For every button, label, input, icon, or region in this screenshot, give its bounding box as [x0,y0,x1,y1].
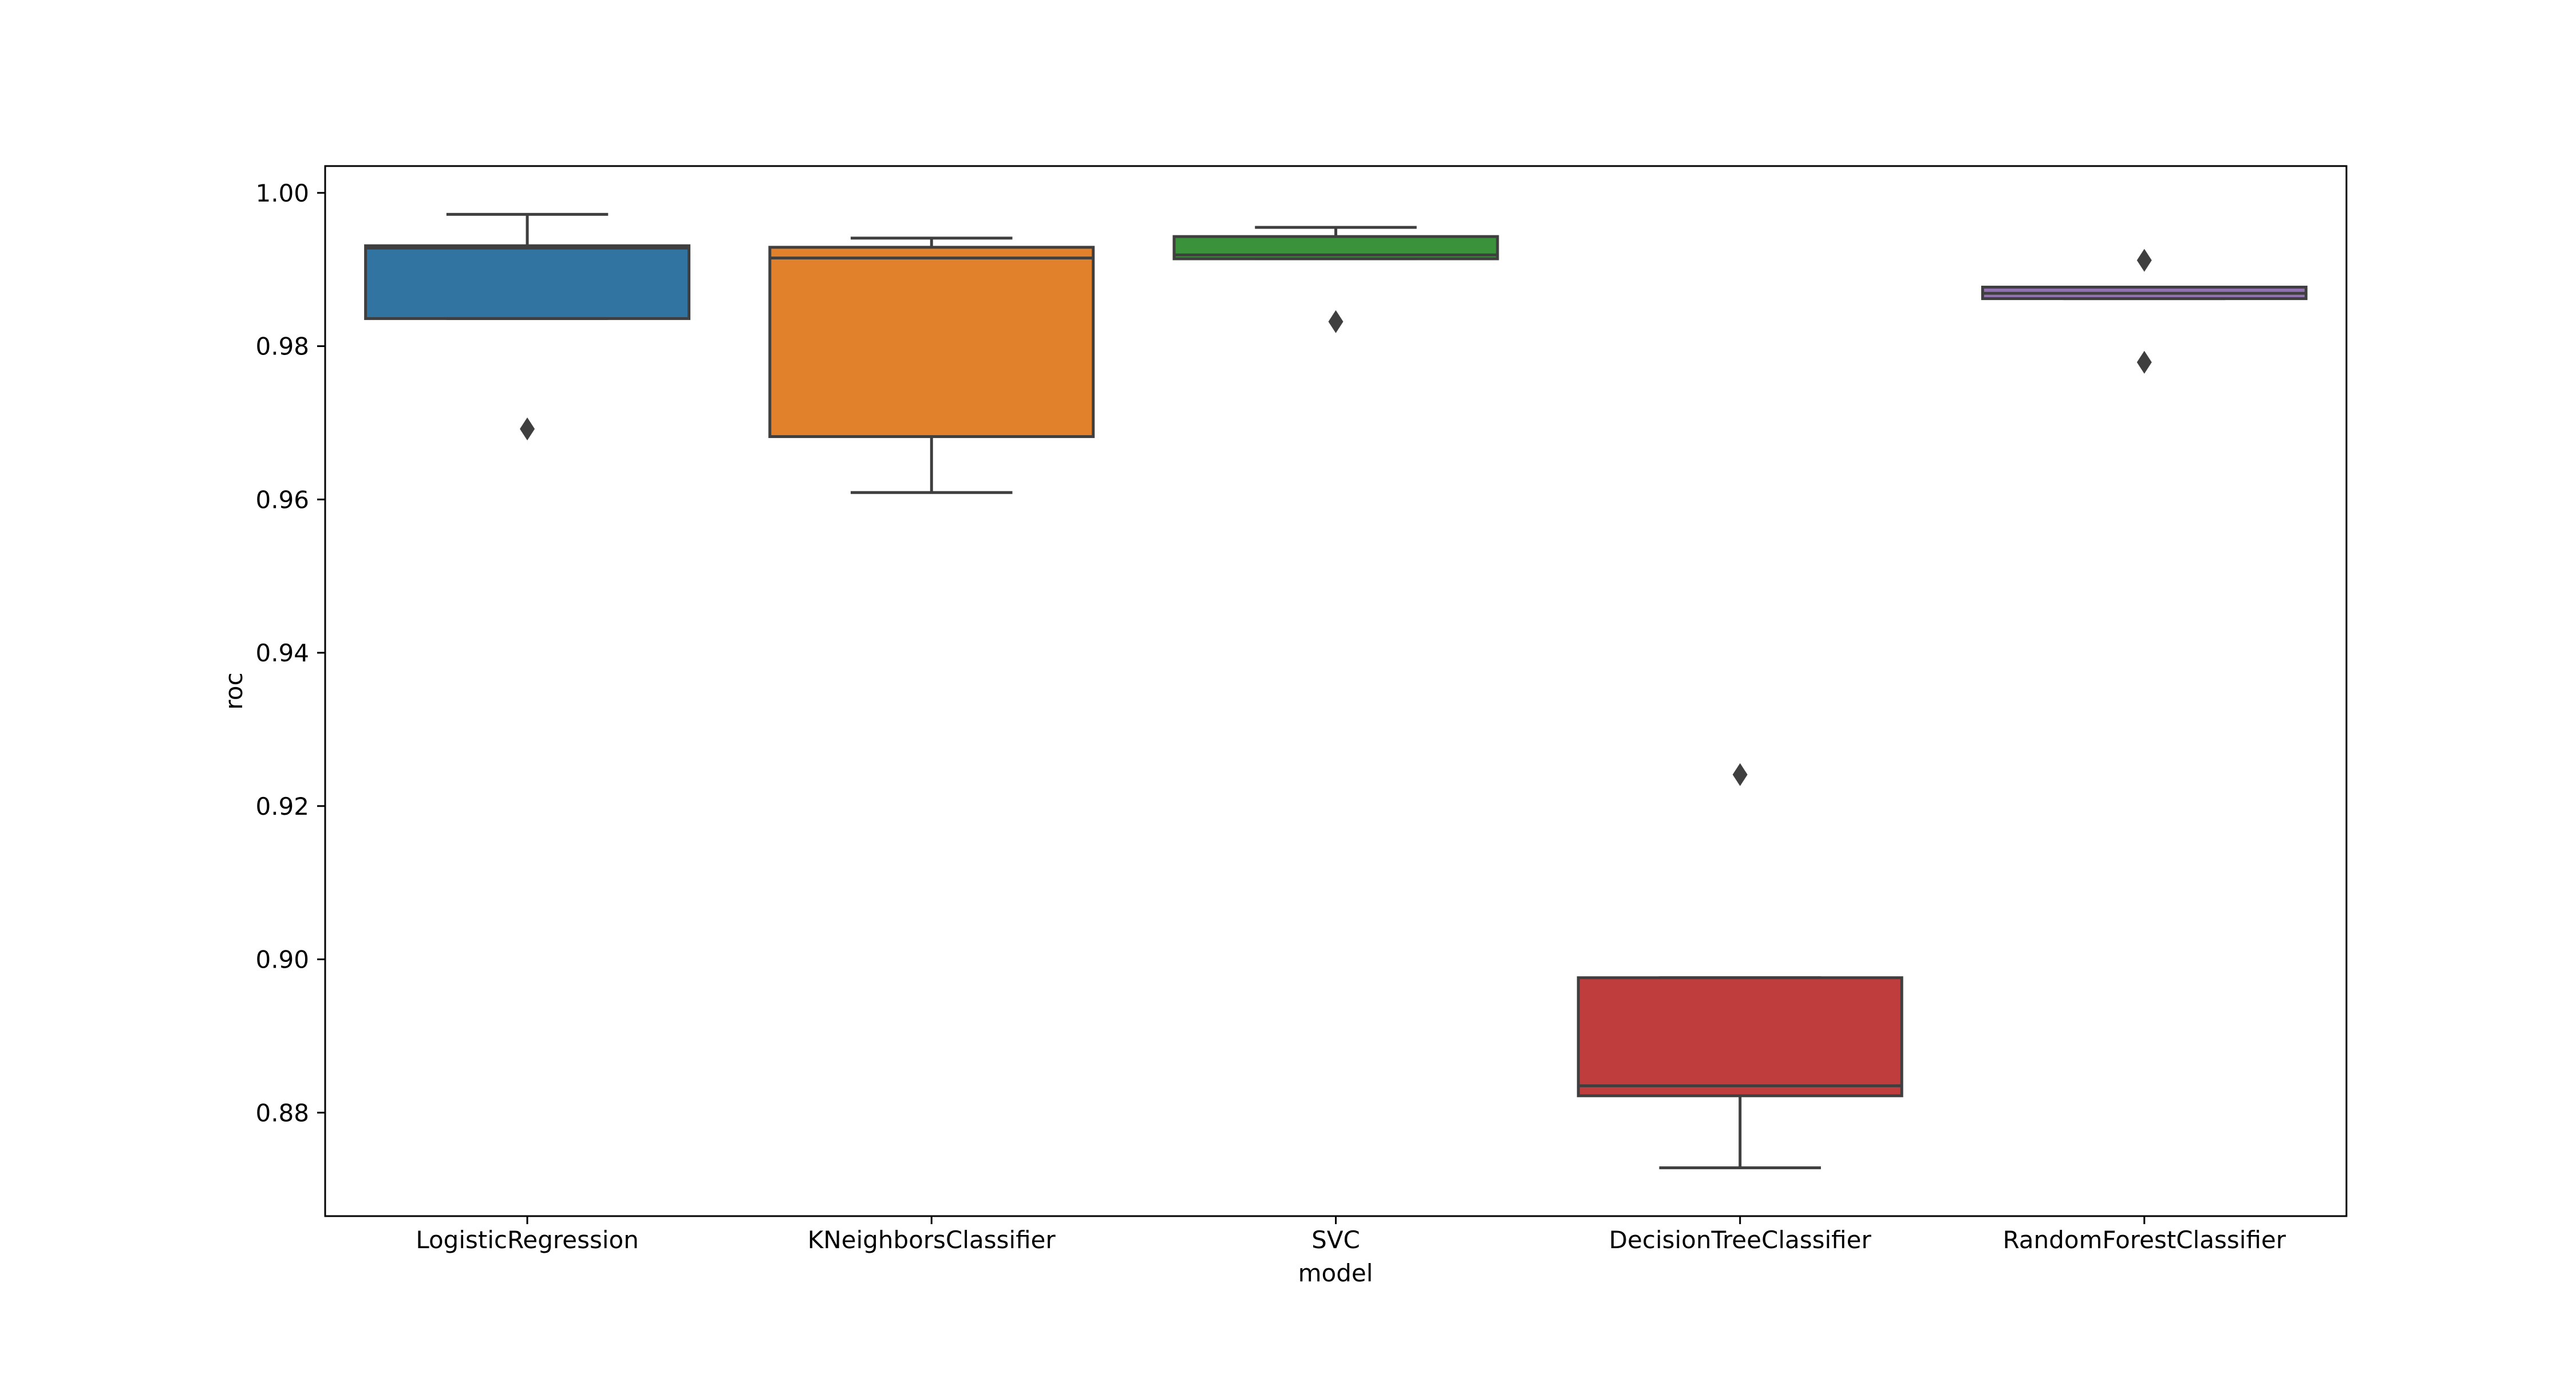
outlier-point [2136,350,2152,374]
box-group-2 [1172,226,1499,333]
outlier-point [2136,248,2152,272]
box-1 [768,246,1095,439]
x-tick-label: SVC [1311,1226,1360,1254]
y-tick-label: 0.98 [255,333,309,361]
y-tick-label: 0.88 [255,1099,309,1127]
box-group-3 [1577,763,1903,1170]
outlier-point [1328,310,1344,333]
x-tick-label: DecisionTreeClassifier [1609,1226,1872,1254]
y-tick-label: 0.90 [255,946,309,974]
box-3 [1577,976,1903,1098]
box-group-1 [768,236,1095,494]
box-group-4 [1981,248,2308,374]
y-tick-label: 0.92 [255,792,309,820]
box-0 [364,244,691,320]
axes: LogisticRegression KNeighborsClassifier SV… [255,179,2286,1254]
x-axis-title: model [1298,1259,1373,1287]
outlier-point [1732,763,1748,786]
x-tick-label: KNeighborsClassifier [808,1226,1056,1254]
plot-area [364,212,2308,1170]
x-tick-label: LogisticRegression [416,1226,639,1254]
outlier-point [520,417,535,441]
box-group-0 [364,212,691,441]
y-tick-label: 0.96 [255,486,309,514]
x-tick-label: RandomForestClassifier [2003,1226,2286,1254]
y-axis-title: roc [220,672,248,709]
y-tick-label: 0.94 [255,639,309,667]
y-tick-label: 1.00 [255,179,309,207]
